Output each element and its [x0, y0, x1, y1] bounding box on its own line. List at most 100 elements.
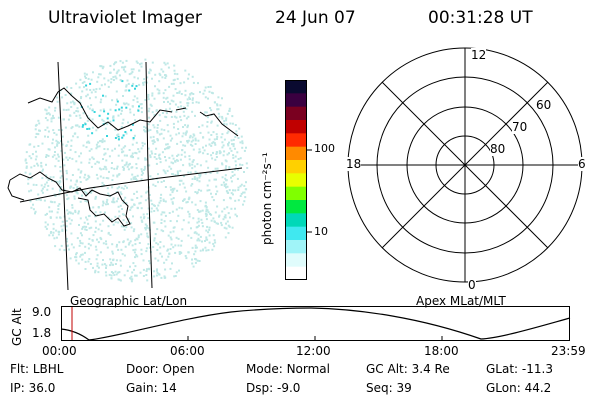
emission-dot: [169, 134, 172, 137]
emission-dot: [187, 171, 190, 174]
emission-dot: [30, 166, 33, 169]
emission-dot: [111, 186, 114, 189]
emission-dot: [34, 136, 37, 139]
emission-dot: [163, 261, 166, 264]
emission-dot: [87, 140, 90, 143]
emission-dot: [234, 189, 237, 192]
emission-dot: [163, 211, 166, 214]
emission-dot: [176, 142, 179, 145]
emission-dot: [160, 181, 163, 183]
emission-dot: [140, 219, 143, 222]
emission-dot: [125, 85, 128, 88]
emission-dot: [114, 61, 116, 64]
emission-dot: [45, 156, 48, 158]
emission-dot: [194, 246, 197, 249]
emission-dot: [86, 200, 89, 203]
emission-dot: [65, 225, 68, 228]
emission-dot: [96, 160, 99, 163]
colorbar-band: [285, 133, 307, 148]
emission-dot: [103, 263, 106, 266]
emission-dot: [202, 92, 205, 95]
emission-dot: [215, 185, 218, 188]
emission-dot: [239, 163, 241, 166]
gain-value: 14: [161, 381, 177, 395]
emission-dot: [166, 249, 169, 252]
emission-dot: [73, 197, 76, 200]
emission-dot: [140, 233, 143, 236]
emission-dot: [124, 70, 127, 73]
emission-dot: [30, 206, 33, 209]
emission-dot: [104, 211, 106, 214]
emission-dot: [102, 108, 105, 111]
emission-dot: [207, 97, 209, 100]
emission-dot: [92, 206, 95, 209]
emission-dot: [164, 63, 167, 66]
emission-dot: [55, 133, 58, 136]
emission-dot: [183, 175, 185, 178]
emission-dot: [186, 141, 189, 144]
emission-dot: [66, 209, 69, 212]
emission-dot: [160, 218, 163, 221]
emission-dot: [235, 130, 238, 133]
emission-dot: [46, 188, 49, 191]
emission-dot: [225, 186, 227, 189]
emission-dot: [172, 230, 175, 233]
emission-dot: [205, 206, 208, 209]
emission-dot: [28, 143, 31, 146]
emission-dot: [93, 111, 96, 113]
emission-dot: [134, 175, 137, 178]
emission-dot: [85, 216, 87, 219]
emission-dot: [132, 99, 135, 102]
emission-dot: [216, 190, 219, 193]
emission-dot: [95, 143, 98, 146]
emission-dot: [170, 188, 173, 191]
emission-dot: [225, 190, 228, 193]
emission-dot: [88, 158, 91, 161]
emission-dot: [45, 154, 48, 156]
colorbar-band: [285, 146, 307, 161]
emission-dot: [209, 107, 212, 109]
emission-dot: [201, 221, 204, 224]
emission-dot: [200, 218, 203, 221]
gcalt-label: GC Alt:: [366, 362, 408, 376]
emission-dot: [133, 192, 136, 195]
emission-dot: [168, 156, 171, 159]
emission-dot: [199, 200, 202, 203]
emission-dot: [234, 155, 237, 158]
emission-dot: [151, 111, 154, 114]
emission-dot: [51, 179, 54, 182]
ip-label: IP:: [10, 381, 25, 395]
emission-dot: [59, 176, 62, 179]
emission-dot: [156, 124, 159, 126]
emission-dot: [71, 126, 74, 128]
emission-dot: [122, 134, 125, 137]
emission-dot: [218, 215, 220, 218]
emission-dot: [147, 110, 150, 113]
emission-dot: [226, 206, 229, 209]
emission-dot: [169, 102, 172, 105]
emission-dot: [65, 156, 68, 159]
emission-dot: [142, 259, 145, 262]
emission-dot: [61, 229, 64, 232]
emission-dot: [86, 93, 89, 96]
emission-dot: [228, 167, 231, 170]
emission-dot: [121, 122, 124, 125]
emission-dot: [208, 143, 211, 146]
emission-dot: [32, 208, 35, 211]
emission-dot: [95, 226, 97, 229]
emission-dot: [224, 159, 227, 162]
emission-dot: [231, 122, 234, 125]
emission-dot: [87, 174, 90, 177]
emission-dot: [58, 180, 61, 183]
emission-dot: [230, 139, 233, 142]
emission-dot: [67, 212, 70, 215]
emission-dot: [194, 244, 197, 247]
emission-dot: [123, 213, 125, 216]
emission-dot: [135, 163, 138, 166]
emission-dot: [70, 127, 73, 130]
emission-dot: [191, 97, 194, 100]
emission-dot: [144, 130, 147, 133]
timeline-xtick-0600: 06:00: [170, 344, 205, 358]
emission-dot: [232, 154, 235, 157]
emission-dot: [152, 183, 155, 186]
